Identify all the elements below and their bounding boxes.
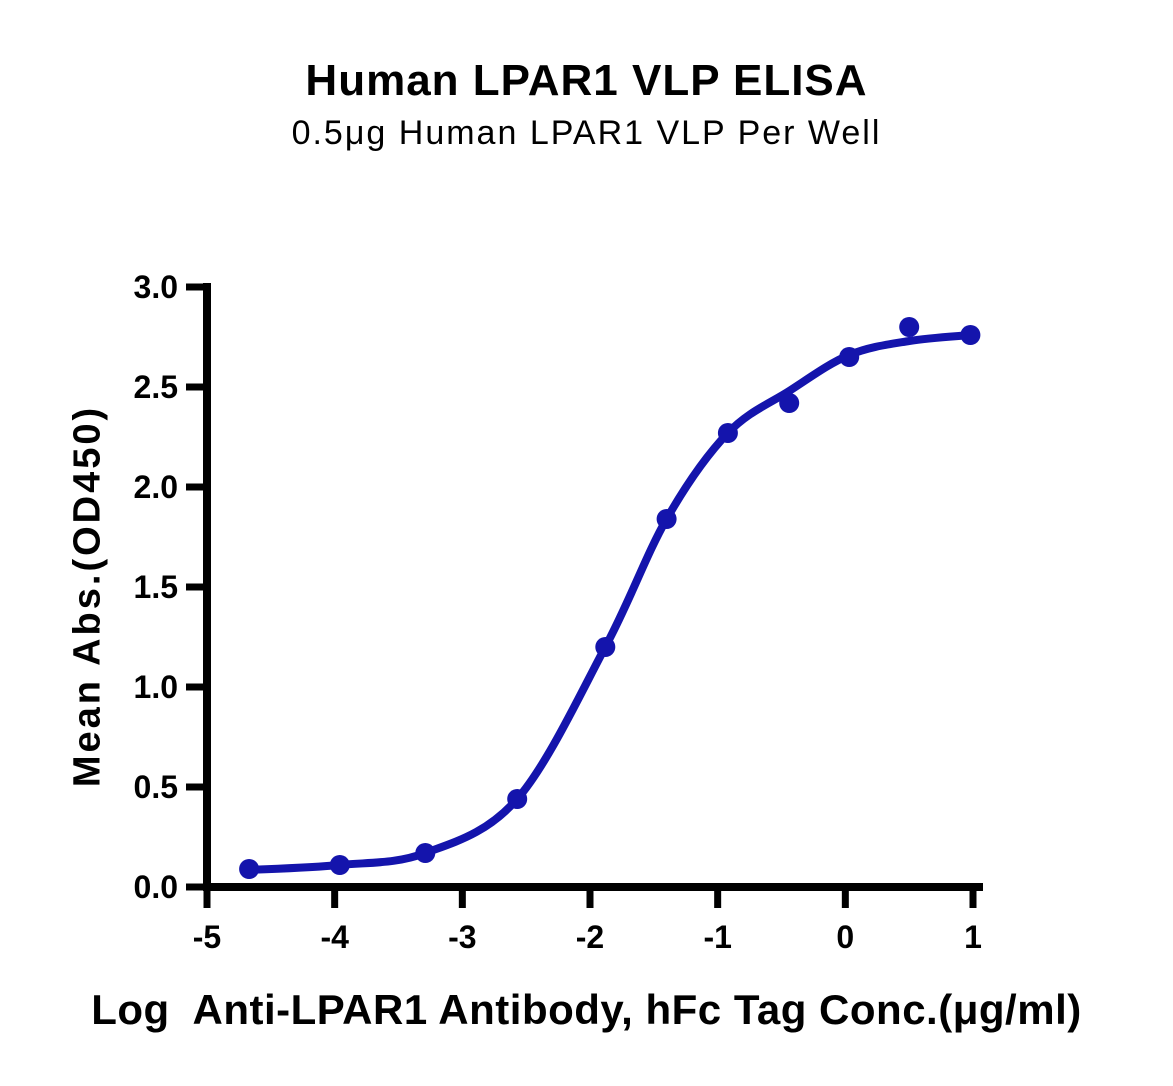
x-tick-label: -5 [193,919,221,955]
y-tick-label: 1.0 [134,669,178,705]
x-tick-label: -2 [576,919,604,955]
y-tick-label: 1.5 [134,569,178,605]
data-point [239,859,260,879]
fit-curve [245,331,975,874]
data-point [960,325,981,345]
y-tick-label: 0.5 [134,769,178,805]
chart-subtitle: 0.5μg Human LPAR1 VLP Per Well [291,114,882,152]
x-tick-label: -1 [703,919,731,955]
data-point [595,637,616,657]
data-point [779,393,800,413]
data-point [415,843,436,863]
y-tick-label: 2.5 [134,369,178,405]
data-point [899,317,920,337]
chart-title: Human LPAR1 VLP ELISA [305,56,868,105]
x-tick-label: 1 [964,919,982,955]
x-tick-label: -3 [448,919,476,955]
y-tick-label: 0.0 [134,869,178,905]
data-point [656,509,677,529]
data-point [839,347,860,367]
y-tick-label: 3.0 [134,269,178,305]
data-point [717,423,738,443]
x-axis-label: Log Anti-LPAR1 Antibody, hFc Tag Conc.(μ… [91,986,1082,1033]
y-tick-label: 2.0 [134,469,178,505]
x-tick-label: -4 [320,919,349,955]
x-tick-label: 0 [836,919,854,955]
data-point [507,789,528,809]
data-point [329,855,350,875]
